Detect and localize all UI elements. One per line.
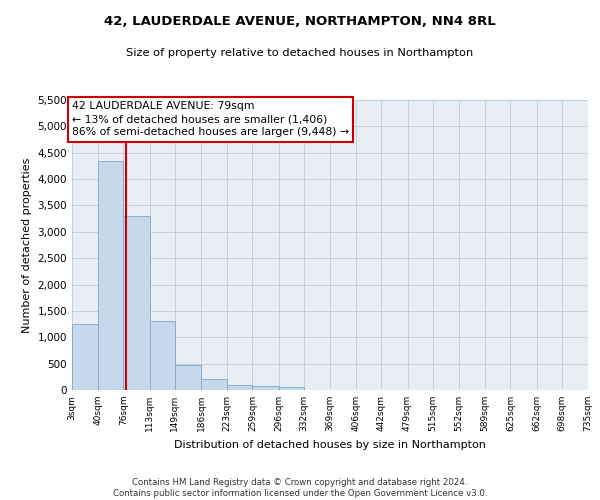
Bar <box>278 388 304 390</box>
Bar <box>72 324 98 390</box>
Text: 42 LAUDERDALE AVENUE: 79sqm
← 13% of detached houses are smaller (1,406)
86% of : 42 LAUDERDALE AVENUE: 79sqm ← 13% of det… <box>72 101 349 138</box>
Bar <box>227 384 253 390</box>
Text: Contains HM Land Registry data © Crown copyright and database right 2024.
Contai: Contains HM Land Registry data © Crown c… <box>113 478 487 498</box>
Bar <box>253 386 278 390</box>
Bar <box>124 216 149 390</box>
Text: Size of property relative to detached houses in Northampton: Size of property relative to detached ho… <box>127 48 473 58</box>
X-axis label: Distribution of detached houses by size in Northampton: Distribution of detached houses by size … <box>174 440 486 450</box>
Bar <box>201 380 227 390</box>
Bar <box>98 160 124 390</box>
Bar <box>175 365 201 390</box>
Text: 42, LAUDERDALE AVENUE, NORTHAMPTON, NN4 8RL: 42, LAUDERDALE AVENUE, NORTHAMPTON, NN4 … <box>104 15 496 28</box>
Bar <box>149 322 175 390</box>
Y-axis label: Number of detached properties: Number of detached properties <box>22 158 32 332</box>
